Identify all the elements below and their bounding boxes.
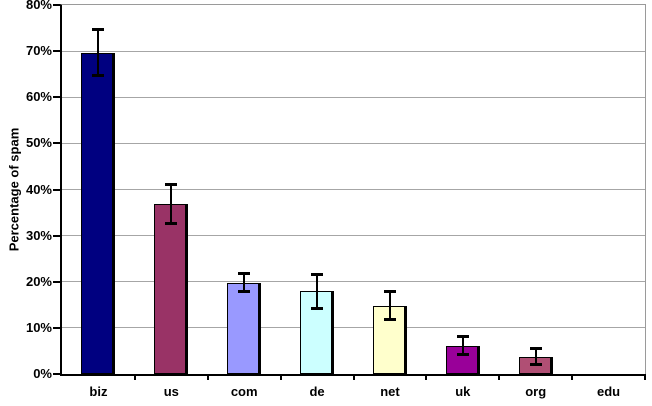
y-tick-label: 60% xyxy=(25,89,52,105)
y-tick-label: 70% xyxy=(25,43,52,59)
plot-inner xyxy=(62,5,645,374)
error-bar-cap-top-org xyxy=(529,346,542,350)
error-bar-cap-top-us xyxy=(165,182,178,186)
x-category-label-biz: biz xyxy=(89,384,108,399)
gridline xyxy=(62,96,645,98)
bar-com xyxy=(227,282,262,374)
error-bar-cap-top-uk xyxy=(456,335,469,339)
error-bar-line-uk xyxy=(461,336,464,355)
x-tick-mark xyxy=(425,374,428,380)
x-category-label-com: com xyxy=(230,384,258,399)
error-bar-cap-bottom-biz xyxy=(92,73,105,77)
error-bar-cap-bottom-com xyxy=(238,290,251,294)
gridline xyxy=(62,189,645,190)
gridline xyxy=(62,281,645,283)
y-tick-label: 10% xyxy=(25,319,52,335)
error-bar-line-us xyxy=(170,183,173,225)
error-bar-line-org xyxy=(534,347,537,366)
bar-de xyxy=(300,291,335,374)
x-category-label-edu: edu xyxy=(597,384,621,399)
x-category-label-us: us xyxy=(163,384,179,399)
y-tick-mark xyxy=(53,50,60,53)
bar-us xyxy=(154,204,189,374)
x-tick-mark xyxy=(352,374,355,380)
y-tick-mark xyxy=(53,326,60,329)
y-tick-label: 30% xyxy=(25,227,52,243)
x-category-label-org: org xyxy=(525,384,547,399)
gridline xyxy=(62,235,645,237)
error-bar-line-de xyxy=(316,273,319,309)
x-category-label-uk: uk xyxy=(455,384,471,399)
y-tick-mark xyxy=(53,188,60,191)
y-tick-label: 0% xyxy=(33,366,52,381)
error-bar-cap-bottom-uk xyxy=(456,352,469,356)
x-category-label-de: de xyxy=(309,384,325,399)
x-tick-mark xyxy=(498,374,501,380)
x-tick-mark xyxy=(279,374,282,380)
plot-area xyxy=(60,4,646,376)
error-bar-cap-top-biz xyxy=(92,28,105,32)
y-tick-label: 20% xyxy=(25,273,52,289)
x-tick-mark xyxy=(133,374,136,380)
error-bar-cap-bottom-us xyxy=(165,222,178,226)
x-tick-mark xyxy=(206,374,209,380)
y-tick-label: 50% xyxy=(25,135,52,151)
gridline xyxy=(62,327,645,329)
error-bar-line-net xyxy=(388,290,391,321)
bar-biz xyxy=(81,52,116,374)
x-tick-mark xyxy=(571,374,574,380)
error-bar-cap-top-net xyxy=(383,289,396,293)
y-tick-label: 80% xyxy=(25,0,52,12)
y-tick-mark xyxy=(53,280,60,283)
y-tick-mark xyxy=(53,234,60,237)
y-tick-mark xyxy=(53,96,60,99)
error-bar-cap-top-de xyxy=(311,272,324,276)
y-tick-mark xyxy=(53,4,60,6)
error-bar-cap-bottom-de xyxy=(311,306,324,310)
gridline xyxy=(62,142,645,144)
y-tick-mark xyxy=(53,142,60,145)
x-category-label-net: net xyxy=(380,384,400,399)
gridline xyxy=(62,50,645,52)
error-bar-cap-bottom-net xyxy=(383,318,396,322)
error-bar-cap-bottom-org xyxy=(529,363,542,367)
error-bar-line-com xyxy=(243,272,246,293)
error-bar-line-biz xyxy=(97,29,100,76)
y-tick-label: 40% xyxy=(25,181,52,197)
error-bar-cap-top-com xyxy=(238,271,251,275)
y-tick-mark xyxy=(53,373,60,375)
x-tick-mark xyxy=(644,374,646,380)
